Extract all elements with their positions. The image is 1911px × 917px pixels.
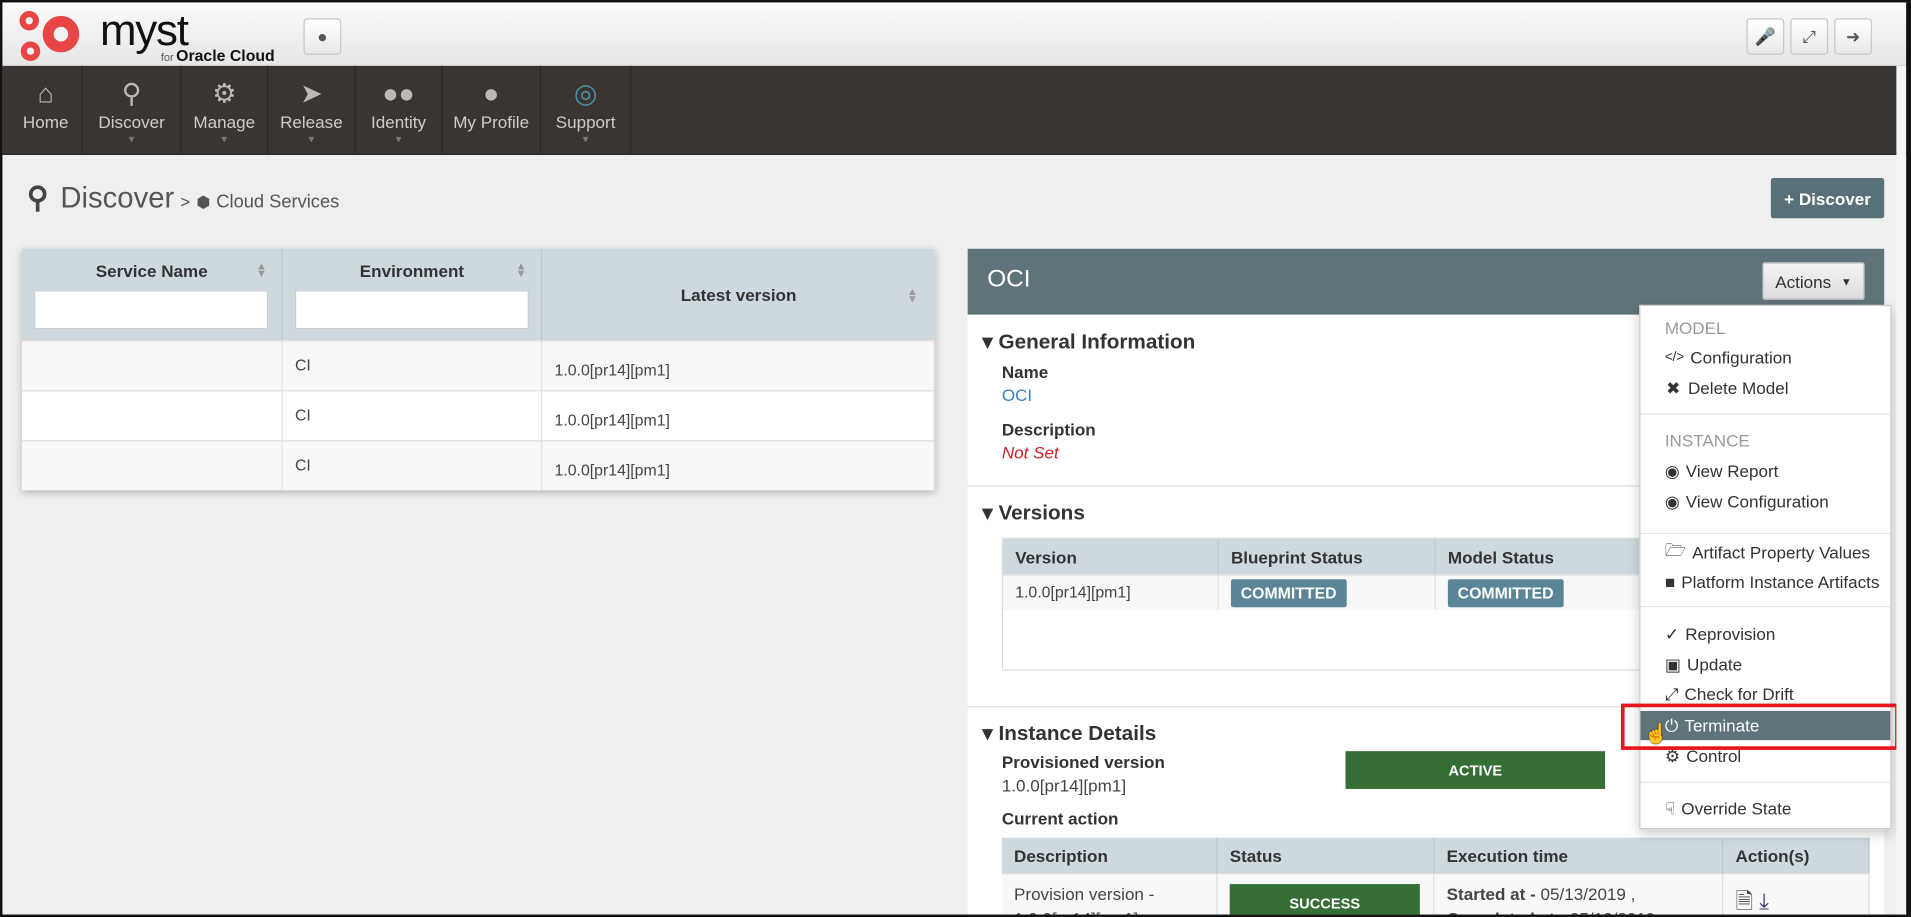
menu-delete-model[interactable]: ✖ Delete Model <box>1666 377 1789 398</box>
breadcrumb-current: Cloud Services <box>216 191 340 213</box>
logo-subtitle: for Oracle Cloud <box>160 46 275 65</box>
col-latest-version[interactable]: Latest version ▲ ▼ <box>542 248 935 341</box>
actions-dropdown-menu: MODEL </> Configuration ✖ Delete Model INS… <box>1639 304 1892 830</box>
menu-configuration[interactable]: </> Configuration <box>1664 347 1792 368</box>
close-icon: ✖ <box>1666 377 1681 397</box>
instance-state-badge: ACTIVE <box>1345 751 1606 789</box>
discover-button[interactable]: + Discover <box>1770 178 1885 219</box>
caret-down-icon: ▼ <box>580 134 591 146</box>
sort-icon: ▲ ▼ <box>906 285 918 305</box>
versions-heading[interactable]: ▾ Versions <box>982 501 1085 525</box>
model-status-badge: COMMITTED <box>1447 579 1564 608</box>
menu-override-state[interactable]: ☟ Override State <box>1664 798 1792 819</box>
archive-icon: ■ <box>1664 571 1676 592</box>
page-title: Discover <box>60 181 175 215</box>
col-service-name[interactable]: Service Name ▲ ▼ <box>21 248 283 341</box>
cogs-icon: ⚙ <box>212 78 237 109</box>
nav-support[interactable]: ◎ Support ▼ <box>541 65 632 155</box>
share-square-icon: ▣ <box>1664 654 1681 674</box>
microphone-button[interactable]: 🎤 <box>1746 18 1785 55</box>
logout-button[interactable]: ➜ <box>1834 18 1872 55</box>
menu-view-report[interactable]: ◉ View Report <box>1664 460 1779 481</box>
user-icon: ● <box>317 26 328 47</box>
general-info-heading[interactable]: ▾ General Information <box>982 330 1196 354</box>
caret-down-icon: ▼ <box>306 134 317 146</box>
plug-icon: ✓ <box>1664 623 1680 644</box>
log-file-icon[interactable]: 🗎 <box>1735 888 1754 914</box>
hand-cursor-icon: ☝ <box>1644 724 1669 746</box>
caret-down-icon: ▼ <box>1840 274 1852 288</box>
menu-check-for-drift[interactable]: ⤢ Check for Drift <box>1664 683 1794 704</box>
nav-discover[interactable]: ⚲ Discover ▼ <box>83 65 182 155</box>
fullscreen-button[interactable]: ⤢ <box>1790 18 1829 55</box>
logout-icon: ➜ <box>1845 26 1861 46</box>
action-status-badge: SUCCESS <box>1229 884 1420 915</box>
main-nav: ⌂ Home ⚲ Discover ▼ ⚙ Manage ▼ ➤ Release ▼ ●● Id… <box>2 65 1911 155</box>
download-icon[interactable]: ⤓ <box>1759 888 1769 914</box>
eye-icon: ◉ <box>1664 490 1680 511</box>
col-environment[interactable]: Environment ▲ ▼ <box>282 248 543 341</box>
myst-logo-gears-icon <box>19 10 80 61</box>
nav-my-profile[interactable]: ● My Profile <box>442 65 542 155</box>
logo-text: myst <box>99 4 189 55</box>
scrollbar[interactable] <box>1896 65 1907 915</box>
lifebuoy-icon: ◎ <box>573 78 598 109</box>
menu-artifact-property-values[interactable]: 🗁 Artifact Property Values <box>1640 538 1890 567</box>
menu-platform-instance-artifacts[interactable]: ■ Platform Instance Artifacts <box>1664 571 1880 592</box>
microphone-icon: 🎤 <box>1754 26 1776 46</box>
actions-button[interactable]: Actions ▼ <box>1762 262 1865 300</box>
menu-reprovision[interactable]: ✓ Reprovision <box>1664 623 1776 644</box>
fullscreen-icon: ⤢ <box>1802 26 1817 46</box>
detail-title: OCI <box>987 265 1031 293</box>
nav-home[interactable]: ⌂ Home <box>10 65 83 155</box>
cube-icon: ⬢ <box>196 192 211 211</box>
services-table: Service Name ▲ ▼ Environment ▲ ▼ Latest vers… <box>21 248 935 491</box>
nav-release[interactable]: ➤ Release ▼ <box>268 65 356 155</box>
current-action-table: Description Status Execution time Action… <box>1001 837 1870 915</box>
menu-update[interactable]: ▣ Update <box>1664 654 1743 675</box>
rocket-icon: ➤ <box>300 78 323 109</box>
name-link[interactable]: OCI <box>1001 385 1033 405</box>
home-icon: ⌂ <box>37 78 54 109</box>
sort-icon: ▲ ▼ <box>256 259 267 280</box>
dashboard-icon: ◉ <box>1664 460 1680 480</box>
power-icon: ⏻ <box>1664 715 1679 735</box>
detail-header: OCI Actions ▼ <box>967 248 1885 315</box>
thumbs-down-icon: ☟ <box>1664 798 1676 818</box>
blueprint-status-badge: COMMITTED <box>1230 579 1347 608</box>
menu-view-configuration[interactable]: ◉ View Configuration <box>1664 490 1829 511</box>
app-header: myst for Oracle Cloud ● 🎤 ⤢ ➜ <box>2 2 1911 66</box>
nav-manage[interactable]: ⚙ Manage ▼ <box>182 65 269 155</box>
nav-identity[interactable]: ●● Identity ▼ <box>356 65 443 155</box>
environment-filter[interactable] <box>294 290 529 330</box>
user-icon: ● <box>483 78 500 109</box>
menu-control[interactable]: ⚙ Control <box>1664 745 1742 766</box>
breadcrumb: ⚲ Discover > ⬢ Cloud Services <box>26 181 340 215</box>
caret-down-icon: ▼ <box>393 134 404 146</box>
service-name-filter[interactable] <box>34 290 269 330</box>
sort-icon: ▲ ▼ <box>515 259 527 280</box>
caret-down-icon: ▼ <box>126 134 137 146</box>
user-button[interactable]: ● <box>303 18 342 55</box>
search-icon: ⚲ <box>121 78 142 109</box>
users-icon: ●● <box>382 78 415 109</box>
code-icon: </> <box>1664 349 1685 365</box>
compress-icon: ⤢ <box>1664 683 1679 703</box>
menu-terminate[interactable]: ⏻ Terminate <box>1640 710 1891 741</box>
search-icon: ⚲ <box>26 181 49 215</box>
caret-down-icon: ▼ <box>219 134 230 146</box>
window-border <box>1906 2 1911 915</box>
folder-open-icon: 🗁 <box>1664 540 1686 560</box>
gear-icon: ⚙ <box>1664 745 1681 766</box>
instance-details-heading[interactable]: ▾ Instance Details <box>982 721 1157 746</box>
